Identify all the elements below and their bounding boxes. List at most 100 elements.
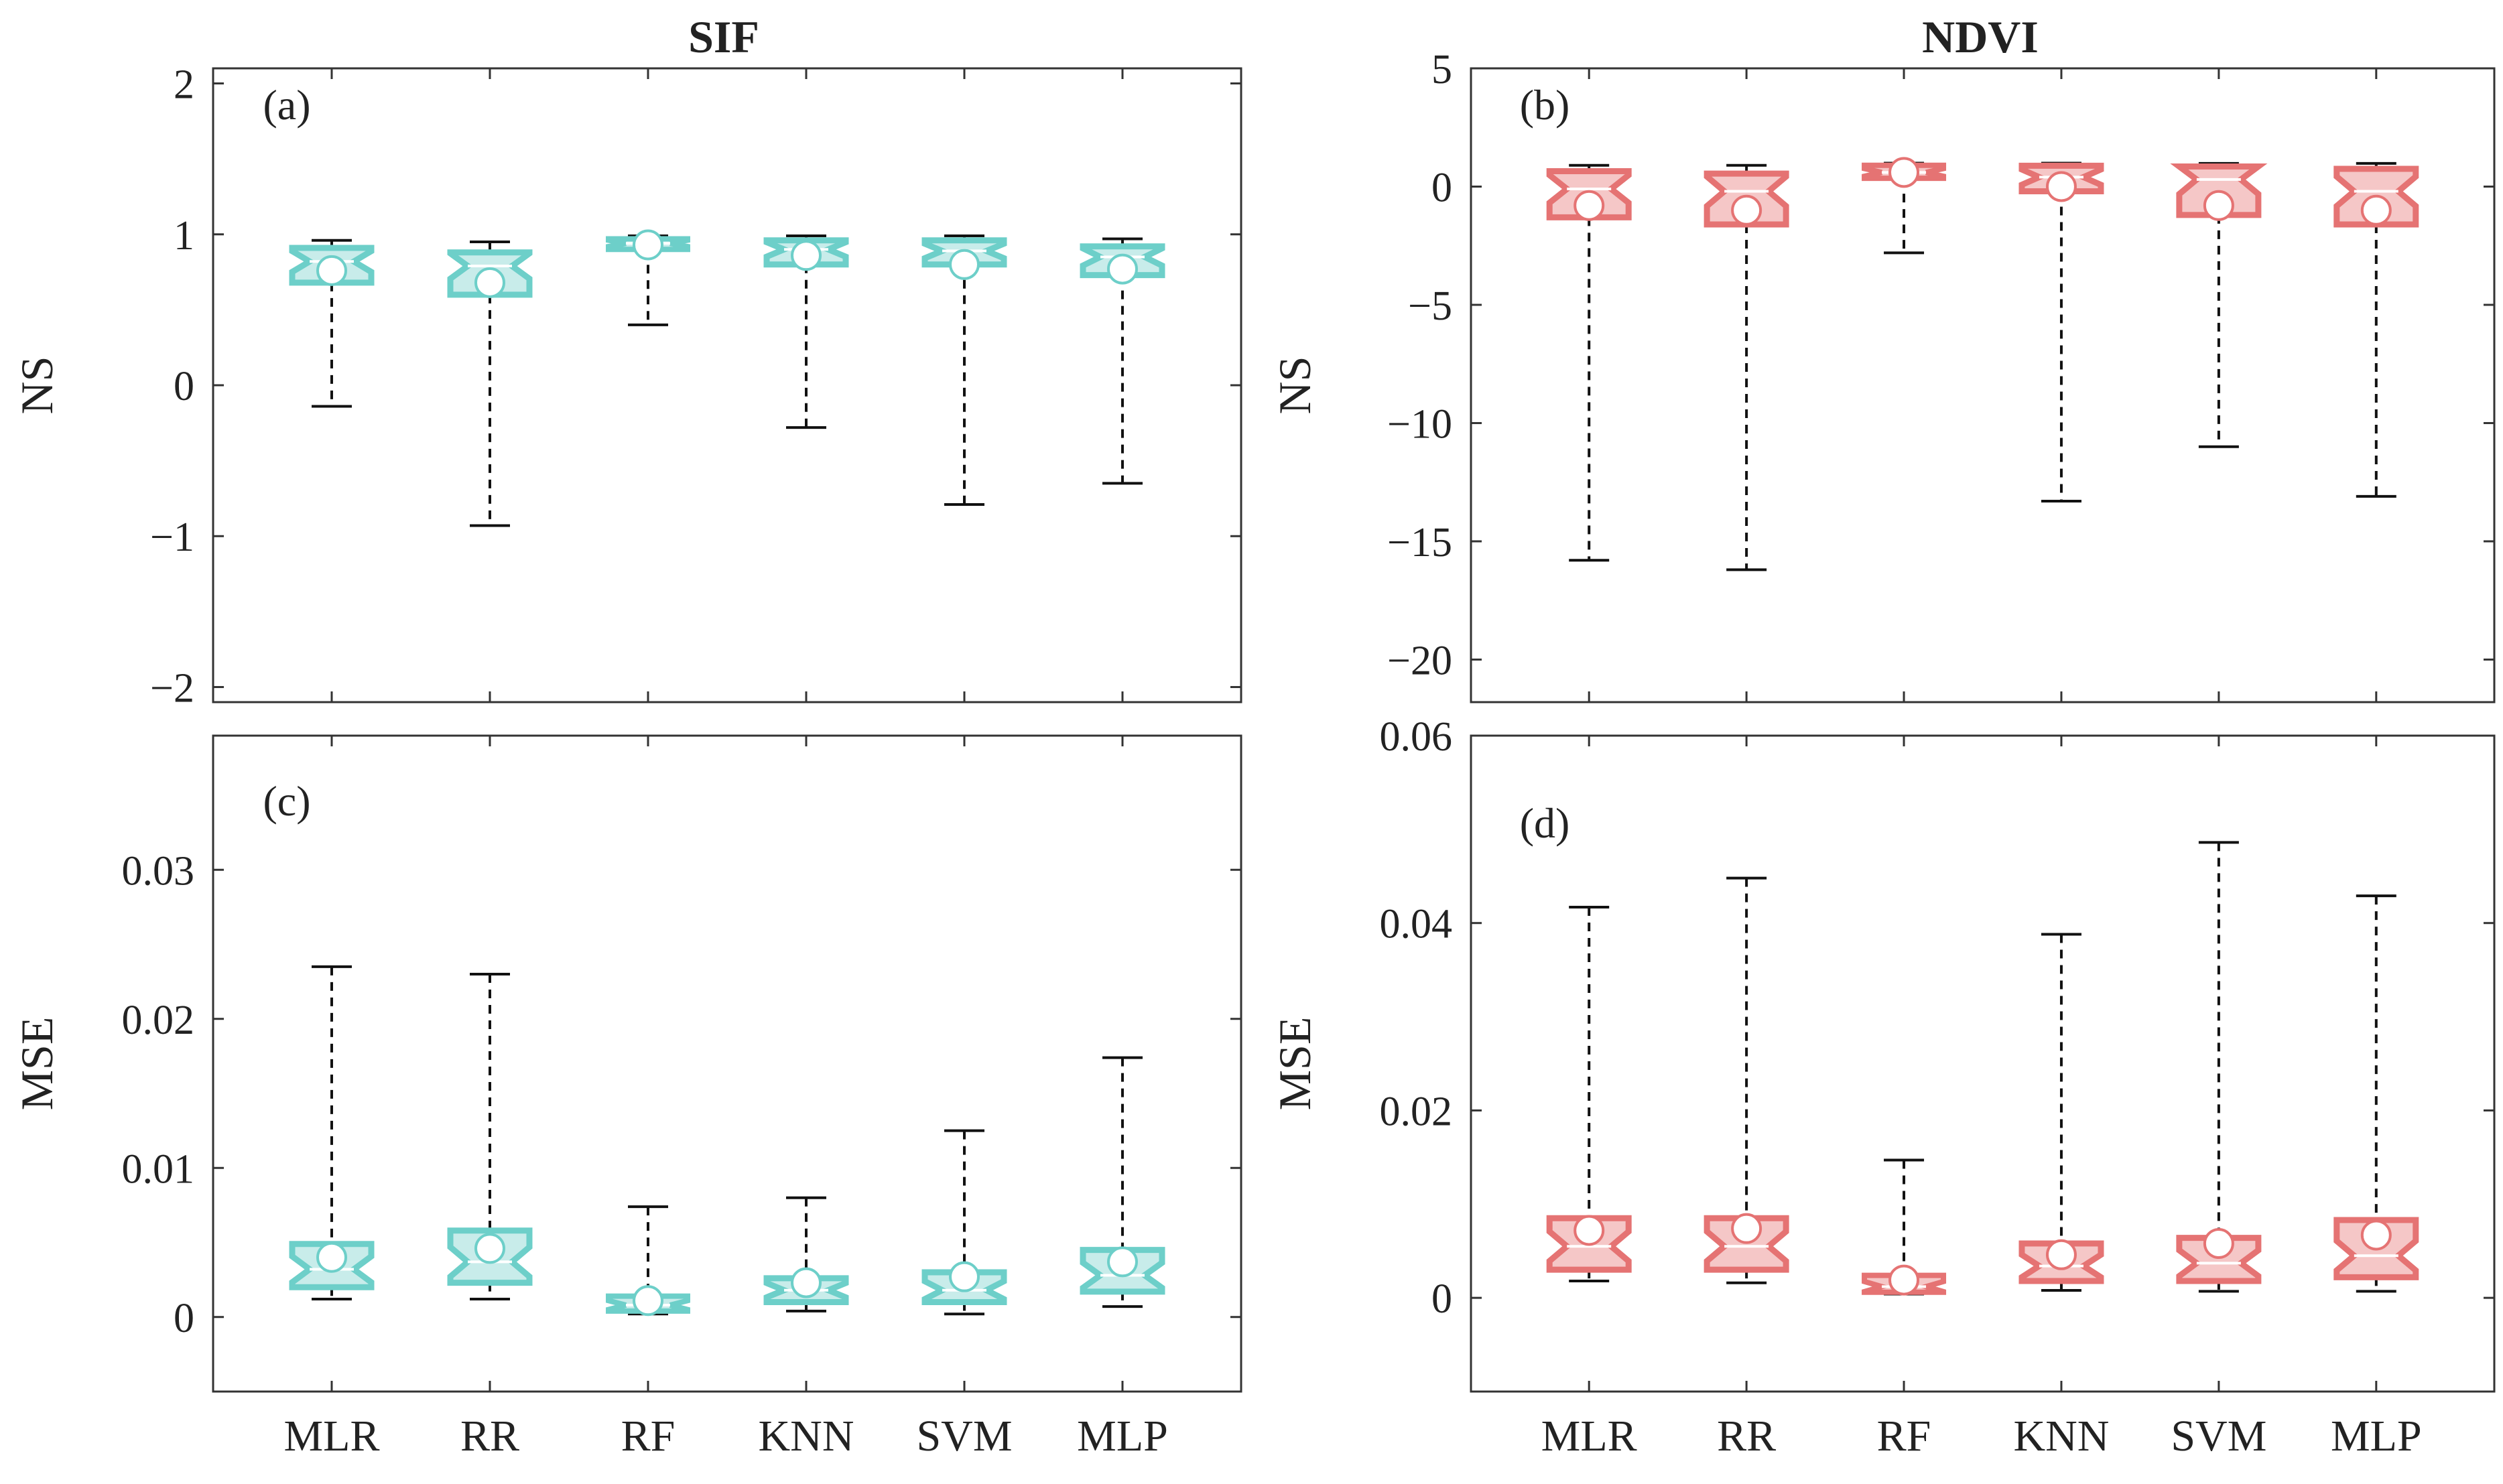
box-mlp (1080, 68, 1165, 702)
mean-marker (2203, 190, 2234, 221)
axis-frame (1470, 734, 2496, 1393)
chart-panel-b: −20 −15 −10 −5 0 5 NS (b) (1269, 47, 2496, 703)
axis-frame (212, 67, 1242, 703)
box-mlr (1546, 68, 1632, 702)
x-tick-label: KNN (759, 1412, 854, 1461)
y-tick-label: −2 (150, 665, 194, 711)
box-svm: SVM (2171, 736, 2266, 1461)
chart-panel-c: 0 0.01 0.02 0.03 MSE (c) MLR RR RF KNN SVM MLP (11, 734, 1242, 1461)
mean-marker (949, 1261, 980, 1292)
mean-marker (1574, 1215, 1605, 1246)
y-axis-label: MSE (1269, 1017, 1320, 1111)
box-rf (606, 68, 690, 702)
mean-marker (474, 267, 505, 298)
panel-label: (b) (1520, 81, 1570, 129)
y-axis-label: NS (11, 356, 62, 415)
y-tick-label: 0.06 (1380, 714, 1453, 760)
mean-marker (791, 240, 822, 271)
mean-marker (316, 1241, 347, 1273)
mean-marker (633, 229, 663, 261)
box-mlr: MLR (1541, 736, 1637, 1461)
box-mlp: MLP (1077, 736, 1168, 1461)
x-tick-label: SVM (916, 1412, 1012, 1461)
y-axis-label: NS (1269, 356, 1320, 415)
box-svm (2170, 68, 2268, 702)
y-tick-label: −5 (1408, 283, 1452, 329)
y-tick-label: 0.03 (122, 848, 195, 894)
mean-marker (1888, 157, 1920, 188)
x-tick-label: RF (621, 1412, 676, 1461)
x-tick-label: MLR (1541, 1412, 1637, 1461)
mean-marker (1107, 1246, 1138, 1278)
box-rr: RR (1704, 736, 1789, 1461)
mean-marker (2045, 171, 2077, 202)
x-tick-label: KNN (2013, 1412, 2109, 1461)
x-tick-label: SVM (2171, 1412, 2266, 1461)
box-knn (763, 68, 849, 702)
y-tick-label: 2 (174, 62, 194, 108)
box-knn: KNN (759, 736, 854, 1461)
box-rr: RR (447, 736, 533, 1461)
y-tick-label: 0.02 (1380, 1089, 1453, 1134)
y-tick-label: −10 (1387, 401, 1452, 447)
y-tick-label: 0 (174, 364, 194, 409)
x-tick-label: MLP (2331, 1412, 2422, 1461)
panel-label: (d) (1520, 799, 1570, 847)
chart-panels: −2−1012NS(a)−20−15−10−505NS(b)00.010.020… (11, 47, 2496, 1461)
box-rr (1704, 68, 1789, 702)
box-mlp: MLP (2331, 736, 2422, 1461)
box-rf (1862, 68, 1947, 702)
y-tick-label: 0.02 (122, 998, 195, 1043)
chart-panel-d: 0 0.02 0.04 0.06 MSE (d) MLR RR RF KNN SVM MLP (1269, 714, 2496, 1461)
y-axis-label: MSE (11, 1017, 62, 1111)
box-mlr (289, 68, 375, 702)
mean-marker (1731, 194, 1762, 226)
column-title-sif: SIF (688, 11, 759, 62)
mean-marker (316, 255, 347, 286)
mean-marker (2360, 1219, 2392, 1251)
y-tick-label: −15 (1387, 520, 1452, 565)
box-knn: KNN (2013, 736, 2109, 1461)
box-rf: RF (606, 736, 690, 1461)
mean-marker (2203, 1228, 2234, 1260)
chart-panel-a: −2 −1 0 1 2 NS (a) (11, 62, 1242, 711)
mean-marker (791, 1267, 822, 1298)
notched-box (1704, 1215, 1789, 1273)
mean-marker (2360, 194, 2392, 226)
y-tick-label: 0.01 (122, 1146, 195, 1192)
mean-marker (1107, 253, 1138, 285)
box-svm: SVM (916, 736, 1013, 1461)
y-tick-label: 0 (1431, 165, 1452, 210)
mean-marker (633, 1285, 663, 1317)
box-mlp (2333, 68, 2419, 702)
x-tick-label: RR (1717, 1412, 1776, 1461)
mean-marker (1888, 1264, 1920, 1296)
y-tick-label: 0 (1431, 1276, 1452, 1322)
mean-marker (2045, 1239, 2077, 1270)
mean-marker (949, 249, 980, 280)
y-tick-label: −20 (1387, 638, 1452, 683)
box-rf: RF (1862, 736, 1947, 1461)
notched-box (2176, 1235, 2262, 1284)
box-svm (921, 68, 1007, 702)
panel-label: (a) (263, 81, 310, 129)
box-knn (2018, 68, 2104, 702)
x-tick-label: MLR (283, 1412, 379, 1461)
x-tick-label: RR (460, 1412, 519, 1461)
x-tick-label: MLP (1077, 1412, 1168, 1461)
y-tick-label: 0 (174, 1296, 194, 1341)
mean-marker (1574, 190, 1605, 221)
mean-marker (1731, 1213, 1762, 1244)
box-rr (447, 68, 533, 702)
y-tick-label: 1 (174, 213, 194, 259)
column-title-ndvi: NDVI (1922, 11, 2039, 62)
y-tick-label: 5 (1431, 47, 1452, 92)
x-tick-label: RF (1877, 1412, 1931, 1461)
mean-marker (474, 1233, 505, 1264)
y-tick-label: −1 (150, 515, 194, 560)
panel-label: (c) (263, 777, 310, 825)
y-tick-label: 0.04 (1380, 902, 1453, 947)
box-mlr: MLR (283, 736, 380, 1461)
axis-frame (1470, 67, 2496, 703)
